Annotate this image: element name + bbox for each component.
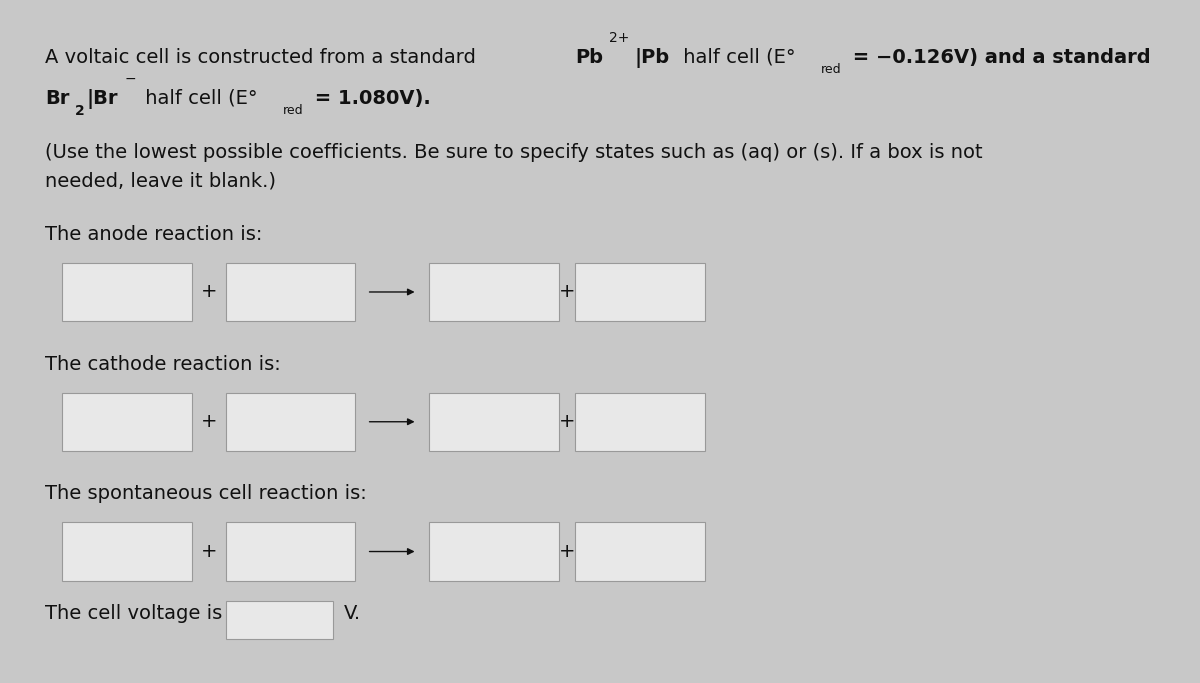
Text: (Use the lowest possible coefficients. Be sure to specify states such as (aq) or: (Use the lowest possible coefficients. B… [46, 143, 983, 191]
Bar [226, 522, 355, 581]
Text: 2+: 2+ [610, 31, 630, 44]
Text: +: + [200, 542, 217, 561]
Bar [428, 393, 558, 451]
Bar [62, 263, 192, 321]
Text: |Br: |Br [86, 89, 118, 109]
Text: red: red [821, 63, 841, 76]
Bar [62, 393, 192, 451]
Text: +: + [559, 283, 575, 301]
Bar [428, 263, 558, 321]
Text: A voltaic cell is constructed from a standard: A voltaic cell is constructed from a sta… [46, 48, 482, 67]
Text: The cathode reaction is:: The cathode reaction is: [46, 355, 281, 374]
Text: The anode reaction is:: The anode reaction is: [46, 225, 263, 245]
Text: The cell voltage is: The cell voltage is [46, 604, 222, 624]
Text: Br: Br [46, 89, 70, 108]
Text: +: + [200, 283, 217, 301]
Text: 2: 2 [74, 104, 84, 117]
Bar [576, 393, 706, 451]
Text: Pb: Pb [576, 48, 604, 67]
Bar [428, 522, 558, 581]
Text: The spontaneous cell reaction is:: The spontaneous cell reaction is: [46, 484, 367, 503]
Text: = 1.080V).: = 1.080V). [307, 89, 431, 108]
Text: half cell (E°: half cell (E° [677, 48, 796, 67]
Text: half cell (E°: half cell (E° [139, 89, 258, 108]
Bar [226, 601, 332, 639]
Text: −: − [125, 72, 137, 85]
Text: +: + [559, 413, 575, 431]
Bar [576, 522, 706, 581]
Text: red: red [283, 104, 304, 117]
Text: +: + [559, 542, 575, 561]
Text: = −0.126V) and a standard: = −0.126V) and a standard [846, 48, 1151, 67]
Bar [576, 263, 706, 321]
Text: V.: V. [344, 604, 361, 624]
Bar [226, 263, 355, 321]
Text: +: + [200, 413, 217, 431]
Bar [226, 393, 355, 451]
Bar [62, 522, 192, 581]
Text: |Pb: |Pb [634, 48, 670, 68]
